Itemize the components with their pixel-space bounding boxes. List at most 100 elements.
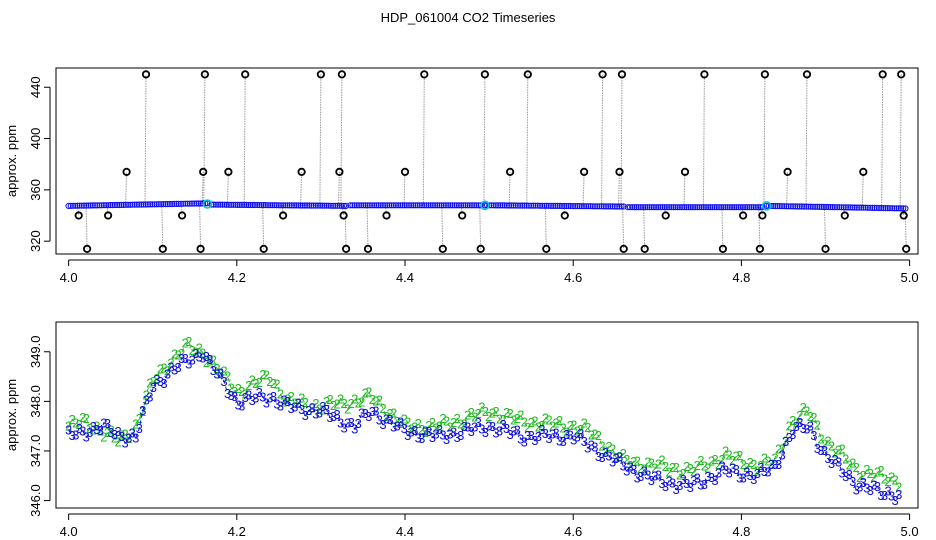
baseline-point [432,202,439,209]
series-3-point: 3 [662,479,669,494]
baseline-point [820,203,828,211]
series-3-point: 3 [376,413,383,428]
bottom-y-axis-label: approx. ppm [4,379,19,451]
series-3-point: 3 [178,351,185,366]
baseline-point [847,204,854,211]
series-2-point: 2 [422,425,429,440]
series-3-point: 3 [499,417,506,432]
outlier-point [840,211,849,220]
baseline-point [262,202,269,209]
baseline-point [471,202,478,209]
baseline-point [503,202,510,209]
baseline-point [818,203,825,210]
outlier-point [297,167,306,176]
baseline-point [659,204,666,211]
baseline-point [737,204,744,211]
series-2-point: 2 [895,479,902,494]
baseline-point [851,204,858,211]
series-3-point: 3 [655,468,662,483]
spike-line [622,206,625,249]
spike-line [300,171,303,206]
series-2-point: 2 [524,420,531,435]
baseline-point [748,204,755,211]
baseline-point [886,205,894,212]
series-2-point: 2 [690,464,697,479]
top-x-tick-label: 5.0 [901,270,919,285]
baseline-point [715,204,723,211]
series-3-point: 3 [231,389,238,404]
baseline-point [663,204,671,211]
baseline-point [221,201,228,208]
baseline-point [85,202,92,209]
baseline-point [668,204,675,211]
series-2-point: 2 [245,378,252,393]
baseline-point [611,203,618,210]
outlier-point [821,244,830,253]
baseline-point [173,200,180,207]
series-2-point: 2 [853,460,860,475]
baseline-point [858,204,865,211]
series-2-point: 2 [153,371,160,386]
baseline-point [175,200,182,207]
baseline-point [314,202,321,209]
baseline-point [836,204,843,211]
series-3-point: 3 [337,415,344,430]
series-3-point: 3 [453,430,460,445]
baseline-point [384,202,391,209]
baseline-point [767,202,775,210]
series-2-point: 2 [146,375,153,390]
baseline-point [900,205,907,212]
series-2-point: 2 [881,472,888,487]
baseline-point [362,202,369,209]
series-3-point: 3 [79,423,86,438]
series-3-point: 3 [884,483,891,498]
baseline-point [177,200,184,207]
series-2-point: 2 [817,431,824,446]
top-x-tick-label: 4.0 [60,270,78,285]
series-2-point: 2 [132,416,139,431]
series-3-point: 3 [538,422,545,437]
baseline-point [849,204,856,211]
series-2-point: 2 [242,387,249,402]
baseline-point [236,201,243,208]
series-3-point: 3 [464,420,471,435]
baseline-point [572,203,579,210]
baseline-point [217,201,224,208]
baseline-point [816,203,823,210]
outlier-point [505,167,515,176]
series-3-point: 3 [365,409,372,424]
baseline-point [709,204,716,211]
outlier-point [241,70,250,79]
outlier-point [802,70,812,79]
spike-line [620,74,623,207]
series-3-point: 3 [542,426,549,441]
baseline-point [629,204,636,211]
series-3-point: 3 [150,380,157,395]
series-2-point: 2 [171,347,178,362]
series-3-point: 3 [68,428,75,443]
spike-line [201,171,204,204]
series-3-point: 3 [192,346,199,361]
series-2-point: 2 [401,412,408,427]
baseline-point [358,202,365,209]
baseline-point [620,203,627,210]
baseline-point [282,202,289,209]
baseline-point [366,202,373,209]
series-2-point: 2 [641,462,648,477]
outlier-point [458,211,467,220]
bottom-x-tick-label: 4.8 [732,524,750,539]
series-3-point: 3 [348,415,355,430]
baseline-point [169,200,176,208]
series-3-point: 3 [503,421,510,436]
series-3-point: 3 [199,351,206,366]
baseline-point [397,202,404,209]
top-x-tick-label: 4.8 [732,270,750,285]
outlier-point [104,211,113,220]
series-2-point: 2 [559,420,566,435]
spike-line [760,207,763,216]
baseline-point [304,202,311,209]
series-2-point: 2 [757,458,764,473]
baseline-point [277,202,285,209]
series-3-point: 3 [584,440,591,455]
series-2-point: 2 [838,442,845,457]
